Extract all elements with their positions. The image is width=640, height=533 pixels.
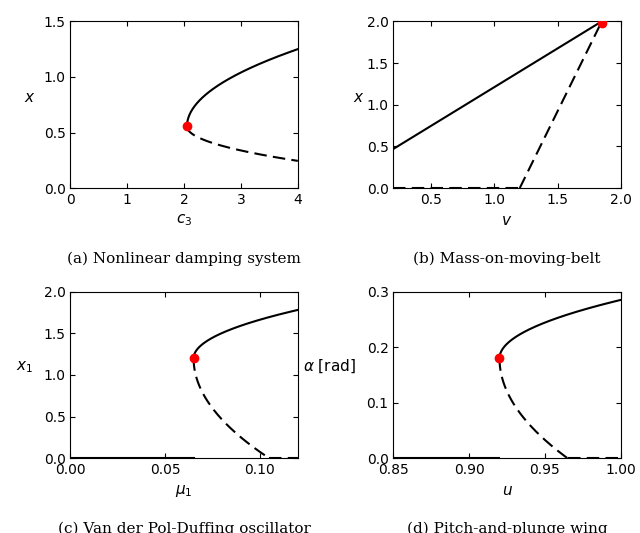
Text: (b) Mass-on-moving-belt: (b) Mass-on-moving-belt bbox=[413, 252, 601, 266]
Y-axis label: $x$: $x$ bbox=[353, 90, 365, 104]
X-axis label: $c_3$: $c_3$ bbox=[176, 213, 192, 228]
Y-axis label: $x_1$: $x_1$ bbox=[17, 359, 33, 375]
Text: (c) Van der Pol-Duffing oscillator: (c) Van der Pol-Duffing oscillator bbox=[58, 522, 310, 533]
Y-axis label: $x$: $x$ bbox=[24, 90, 35, 104]
Y-axis label: $\alpha$ [rad]: $\alpha$ [rad] bbox=[303, 358, 356, 375]
X-axis label: $u$: $u$ bbox=[502, 483, 513, 498]
Text: (a) Nonlinear damping system: (a) Nonlinear damping system bbox=[67, 252, 301, 266]
Text: (d) Pitch-and-plunge wing: (d) Pitch-and-plunge wing bbox=[407, 522, 607, 533]
X-axis label: $v$: $v$ bbox=[502, 213, 513, 228]
X-axis label: $\mu_1$: $\mu_1$ bbox=[175, 483, 193, 499]
